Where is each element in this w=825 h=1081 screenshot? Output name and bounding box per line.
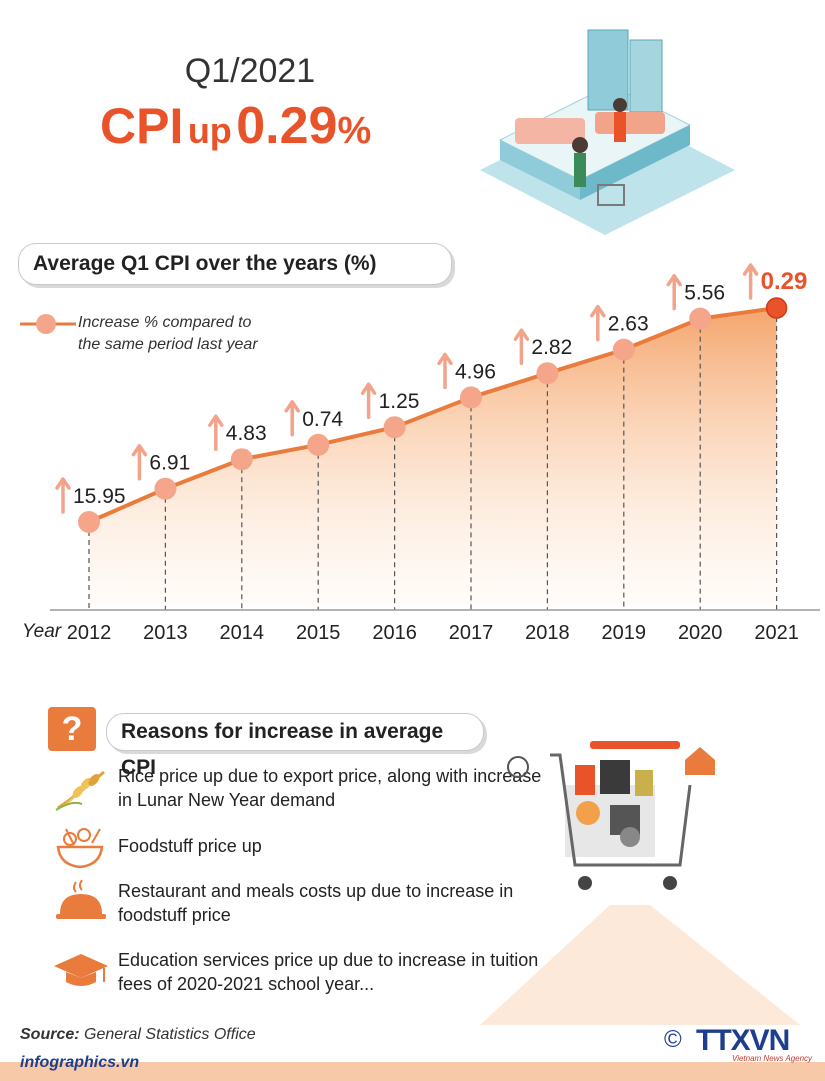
tick-label-2020: 2020 bbox=[678, 622, 723, 644]
up-arrow-icon bbox=[513, 328, 530, 365]
reason-rice: Rice price up due to export price, along… bbox=[118, 764, 558, 812]
tick-label-2017: 2017 bbox=[449, 622, 494, 644]
graduation-cap-icon bbox=[54, 954, 108, 986]
period-label: Q1/2021 bbox=[184, 52, 316, 90]
tick-label-2014: 2014 bbox=[220, 622, 265, 644]
point-2014 bbox=[230, 448, 253, 471]
point-2021 bbox=[765, 297, 788, 319]
value-label-2014: 4.83 bbox=[226, 422, 267, 445]
reason-foodstuff-line1: Foodstuff price up bbox=[118, 836, 262, 856]
reason-restaurant-line2: foodstuff price bbox=[118, 905, 231, 925]
reason-education-line2: fees of 2020-2021 school year... bbox=[118, 974, 375, 994]
point-2015 bbox=[307, 433, 330, 456]
reason-education-line1: Education services price up due to incre… bbox=[118, 950, 539, 970]
value-label-2016: 1.25 bbox=[379, 390, 420, 413]
x-axis-title: Year bbox=[22, 621, 62, 642]
up-arrow-icon bbox=[55, 477, 71, 514]
reason-foodstuff: Foodstuff price up bbox=[118, 834, 558, 858]
copyright-icon: © bbox=[664, 1026, 682, 1053]
source-note: Source: General Statistics Office bbox=[20, 1026, 256, 1044]
value-label-2018: 2.82 bbox=[531, 336, 572, 359]
value-label-2020: 5.56 bbox=[684, 282, 725, 305]
reason-restaurant-line1: Restaurant and meals costs up due to inc… bbox=[118, 881, 514, 901]
point-2018 bbox=[536, 362, 559, 385]
value-label-2013: 6.91 bbox=[149, 452, 190, 475]
headline-up: up bbox=[187, 110, 232, 151]
headline-cpi: CPI bbox=[100, 98, 184, 154]
tick-label-2021: 2021 bbox=[754, 622, 799, 644]
up-arrow-icon bbox=[208, 414, 224, 451]
tick-label-2016: 2016 bbox=[372, 622, 417, 644]
chart-title: Average Q1 CPI over the years (%) bbox=[18, 243, 452, 285]
value-label-2012: 15.95 bbox=[73, 485, 126, 508]
value-label-2017: 4.96 bbox=[455, 360, 496, 383]
up-arrow-icon bbox=[666, 273, 682, 311]
question-mark-icon: ? bbox=[48, 707, 96, 751]
source-label: Source: bbox=[20, 1026, 80, 1043]
source-value: General Statistics Office bbox=[84, 1026, 256, 1043]
area-fill bbox=[89, 308, 777, 605]
headline-value: 0.29 bbox=[236, 97, 338, 155]
brand-link[interactable]: infographics.vn bbox=[20, 1054, 140, 1071]
headline-percent: % bbox=[337, 110, 372, 152]
up-arrow-icon bbox=[360, 382, 377, 419]
point-2013 bbox=[154, 477, 177, 500]
legend-label: Increase % compared to the same period l… bbox=[78, 314, 258, 353]
tick-label-2013: 2013 bbox=[143, 622, 188, 644]
reason-rice-line1: Rice price up due to export price, along… bbox=[118, 766, 542, 786]
rice-icon bbox=[55, 770, 105, 811]
tick-label-2015: 2015 bbox=[296, 622, 341, 644]
up-arrow-icon bbox=[437, 352, 453, 390]
foodstuff-icon bbox=[56, 828, 104, 869]
restaurant-cloche-icon bbox=[56, 879, 106, 919]
point-2019 bbox=[612, 338, 635, 361]
point-2016 bbox=[383, 416, 406, 439]
value-label-2015: 0.74 bbox=[302, 408, 343, 431]
up-arrow-icon bbox=[590, 304, 606, 342]
point-2020 bbox=[689, 307, 712, 330]
up-arrow-icon bbox=[742, 263, 759, 300]
tick-label-2012: 2012 bbox=[67, 622, 112, 644]
legend-marker-icon bbox=[20, 314, 76, 334]
up-arrow-icon bbox=[131, 443, 148, 481]
tick-label-2018: 2018 bbox=[525, 622, 570, 644]
reason-restaurant: Restaurant and meals costs up due to inc… bbox=[118, 879, 558, 927]
point-2017 bbox=[460, 386, 482, 409]
agency-logo: TTXVN bbox=[696, 1024, 790, 1057]
agency-subtitle: Vietnam News Agency bbox=[732, 1054, 813, 1063]
series-line bbox=[88, 306, 777, 524]
reason-rice-line2: in Lunar New Year demand bbox=[118, 790, 336, 810]
footer-bar bbox=[0, 1062, 825, 1081]
tick-label-2019: 2019 bbox=[602, 622, 647, 644]
shopping-cart-illustration bbox=[480, 741, 800, 1025]
value-label-2021: 0.29 bbox=[761, 268, 808, 295]
point-2012 bbox=[78, 511, 100, 533]
headline: CPI up 0.29% bbox=[100, 96, 420, 156]
cpi-area-chart: 15.95 2012 6.91 2013 4.83 2014 0.74 2015 1.25 201… bbox=[22, 263, 820, 644]
up-arrow-icon bbox=[284, 400, 300, 437]
value-label-2019: 2.63 bbox=[608, 313, 649, 336]
reasons-title: Reasons for increase in average CPI bbox=[106, 713, 484, 779]
reason-education: Education services price up due to incre… bbox=[118, 948, 558, 996]
supermarket-illustration bbox=[480, 29, 735, 235]
